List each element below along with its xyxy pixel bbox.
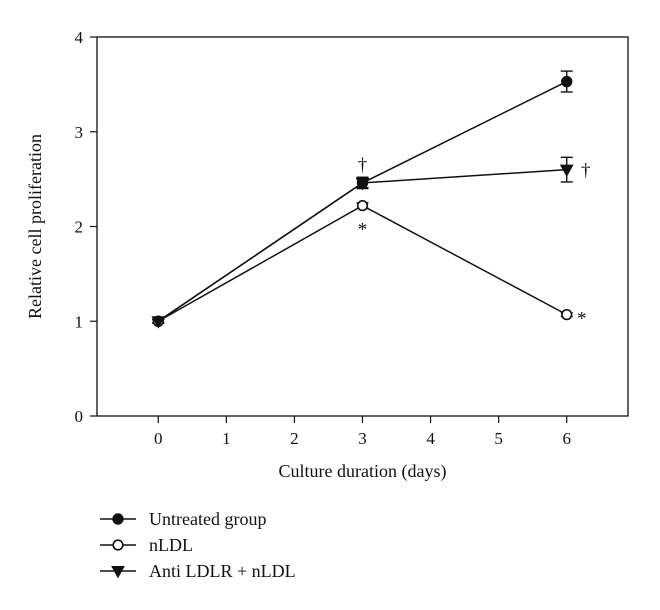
- significance-marker: †: [581, 161, 591, 182]
- y-tick-label: 2: [75, 218, 84, 237]
- x-axis-ticks: 0 1 2 3 4 5 6: [154, 416, 571, 448]
- data-point-anti-ldlr-nldl: [151, 316, 166, 329]
- legend-marker-anti-ldlr-nldl: [111, 566, 125, 579]
- legend-label-untreated-group: Untreated group: [149, 509, 266, 529]
- x-tick-label: 2: [290, 429, 299, 448]
- annotations: † * † *: [358, 155, 591, 329]
- data-point-untreated-group: [561, 75, 573, 88]
- x-tick-label: 4: [426, 429, 435, 448]
- series-line-anti-ldlr-nldl: [157, 168, 567, 322]
- x-tick-label: 6: [562, 429, 571, 448]
- legend: Untreated group nLDL Anti LDLR + nLDL: [100, 509, 296, 581]
- significance-marker: *: [358, 219, 368, 240]
- legend-marker-nldl: [112, 539, 124, 551]
- x-axis-label: Culture duration (days): [279, 461, 447, 482]
- x-tick-label: 3: [358, 429, 367, 448]
- y-tick-label: 0: [75, 407, 84, 426]
- data-point-nldl: [356, 200, 369, 212]
- significance-marker: †: [358, 155, 368, 176]
- y-tick-label: 4: [75, 28, 84, 47]
- legend-marker-untreated-group: [112, 513, 124, 525]
- data-point-anti-ldlr-nldl: [355, 177, 370, 191]
- legend-label-nldl: nLDL: [149, 535, 193, 555]
- significance-marker: *: [577, 308, 587, 329]
- x-tick-label: 0: [154, 429, 163, 448]
- y-axis-label: Relative cell proliferation: [25, 134, 45, 319]
- y-axis-ticks: 0 1 2 3 4: [75, 28, 97, 426]
- y-tick-label: 1: [75, 312, 84, 331]
- data-point-nldl: [561, 309, 573, 321]
- legend-label-anti-ldlr-nldl: Anti LDLR + nLDL: [149, 561, 296, 581]
- x-tick-label: 5: [494, 429, 503, 448]
- x-tick-label: 1: [222, 429, 231, 448]
- error-bars: [152, 70, 573, 324]
- data-point-anti-ldlr-nldl: [559, 164, 574, 177]
- series-markers: [151, 75, 574, 329]
- y-tick-label: 3: [75, 123, 84, 142]
